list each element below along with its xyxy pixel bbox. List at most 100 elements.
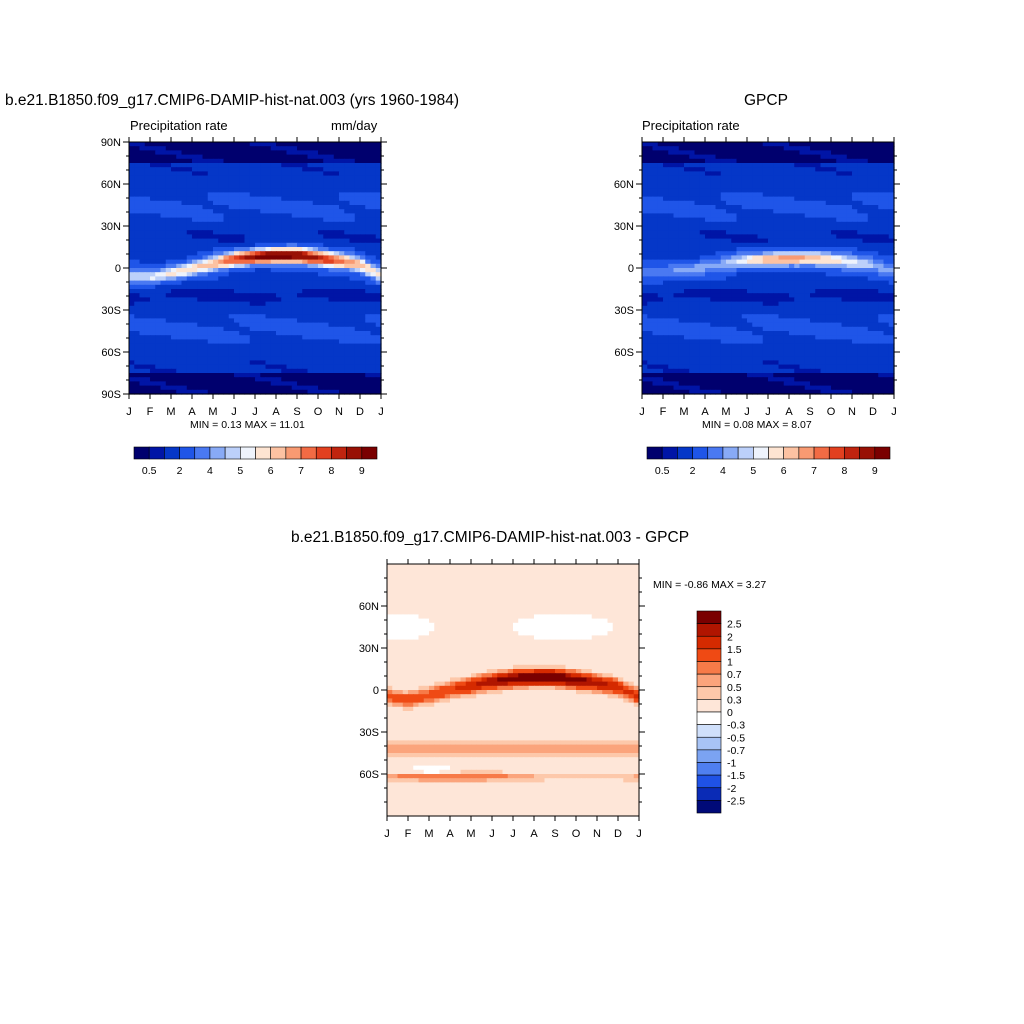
heatmap-cell (297, 200, 303, 206)
heatmap-cell (276, 377, 282, 382)
heatmap-cell (720, 175, 727, 181)
heatmap-cell (365, 373, 372, 378)
heatmap-cell (715, 230, 722, 235)
heatmap-cell (176, 242, 183, 248)
heatmap-cell (678, 242, 685, 248)
heatmap-cell (789, 276, 795, 282)
heatmap-cell (783, 209, 790, 214)
heatmap-cell (181, 230, 188, 235)
heatmap-cell (370, 263, 377, 269)
heatmap-cell (360, 297, 366, 303)
heatmap-cell (867, 301, 874, 307)
heatmap-cell (370, 217, 377, 223)
heatmap-cell (344, 200, 351, 206)
heatmap-cell (160, 364, 167, 370)
heatmap-cell (825, 213, 832, 219)
heatmap-cell (773, 255, 780, 261)
heatmap-cell (883, 284, 890, 290)
heatmap-cell (228, 272, 235, 277)
heatmap-cell (239, 154, 246, 160)
heatmap-cell (270, 343, 277, 349)
heatmap-cell (647, 163, 654, 168)
heatmap-cell (668, 158, 675, 164)
heatmap-cell (762, 314, 769, 319)
heatmap-cell (286, 301, 293, 307)
heatmap-cell (218, 171, 225, 177)
heatmap-cell (888, 163, 895, 168)
heatmap-cell (171, 301, 177, 307)
heatmap-cell (218, 301, 225, 307)
heatmap-cell (867, 289, 874, 294)
heatmap-cell (715, 289, 722, 294)
heatmap-cell (883, 146, 890, 151)
heatmap-cell (710, 263, 717, 269)
heatmap-cell (370, 175, 377, 181)
heatmap-cell (270, 318, 277, 324)
heatmap-cell (354, 263, 361, 269)
heatmap-cell (323, 158, 330, 164)
heatmap-cell (705, 268, 711, 273)
heatmap-cell (762, 188, 769, 193)
heatmap-cell (825, 297, 832, 303)
heatmap-cell (862, 284, 869, 290)
heatmap-cell (657, 217, 664, 223)
heatmap-cell (333, 289, 340, 294)
heatmap-cell (218, 310, 225, 315)
heatmap-cell (323, 297, 330, 303)
heatmap-cell (752, 234, 759, 240)
heatmap-cell (192, 255, 198, 261)
heatmap-cell (249, 289, 256, 294)
heatmap-cell (794, 188, 801, 193)
heatmap-cell (365, 226, 372, 231)
heatmap-cell (752, 209, 759, 214)
heatmap-cell (160, 167, 167, 172)
heatmap-cell (302, 280, 309, 286)
heatmap-cell (810, 259, 816, 265)
heatmap-cell (731, 184, 738, 189)
heatmap-cell (171, 179, 177, 185)
heatmap-cell (228, 385, 235, 391)
heatmap-cell (218, 154, 225, 160)
heatmap-cell (155, 238, 162, 244)
heatmap-cell (202, 251, 209, 256)
heatmap-cell (307, 217, 314, 223)
heatmap-cell (260, 209, 267, 214)
heatmap-cell (328, 314, 335, 319)
heatmap-cell (134, 192, 141, 198)
heatmap-cell (668, 205, 675, 210)
heatmap-cell (160, 272, 167, 277)
heatmap-cell (831, 301, 837, 307)
heatmap-cell (344, 167, 351, 172)
heatmap-cell (778, 196, 785, 202)
heatmap-cell (302, 347, 309, 353)
heatmap-cell (836, 171, 843, 177)
heatmap-cell (678, 226, 685, 231)
heatmap-cell (297, 230, 303, 235)
heatmap-cell (647, 255, 654, 261)
heatmap-cell (291, 297, 298, 303)
heatmap-cell (883, 154, 890, 160)
heatmap-cell (762, 184, 769, 189)
heatmap-cell (794, 171, 801, 177)
heatmap-cell (726, 314, 732, 319)
heatmap-cell (831, 272, 837, 277)
heatmap-cell (349, 255, 356, 261)
heatmap-cell (831, 276, 837, 282)
heatmap-cell (673, 142, 680, 147)
heatmap-cell (207, 289, 214, 294)
heatmap-cell (360, 356, 366, 361)
heatmap-cell (360, 339, 366, 345)
heatmap-cell (349, 242, 356, 248)
heatmap-cell (349, 167, 356, 172)
heatmap-cell (249, 205, 256, 210)
heatmap-cell (370, 389, 377, 395)
heatmap-cell (165, 293, 172, 298)
heatmap-cell (684, 146, 690, 151)
heatmap-cell (223, 217, 230, 223)
heatmap-cell (810, 238, 816, 244)
heatmap-cell (883, 158, 890, 164)
heatmap-cell (783, 251, 790, 256)
heatmap-cell (705, 188, 711, 193)
heatmap-cell (752, 301, 759, 307)
heatmap-cell (150, 301, 156, 307)
